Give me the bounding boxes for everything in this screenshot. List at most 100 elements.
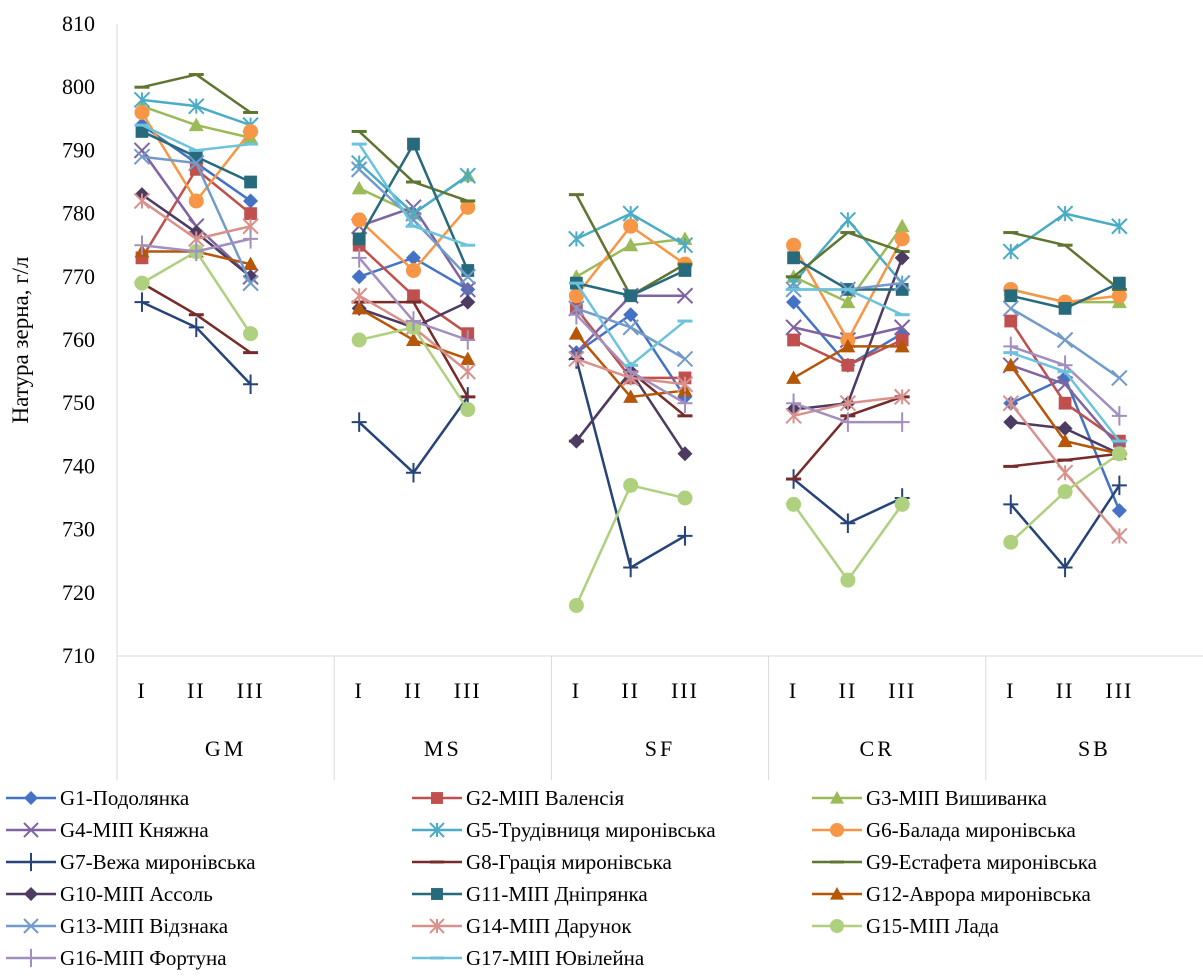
data-point <box>242 274 259 292</box>
data-point <box>622 205 639 222</box>
data-point <box>243 374 259 394</box>
y-axis-title: Натура зерна, г/л <box>8 256 33 423</box>
data-point <box>840 572 856 588</box>
data-point <box>134 292 150 312</box>
legend-item: G16-МІП Фортуна <box>4 942 227 974</box>
data-point <box>23 822 39 838</box>
data-point <box>894 338 910 353</box>
data-point <box>568 433 584 449</box>
y-tick-label: 740 <box>62 453 95 478</box>
series-line <box>575 294 685 354</box>
y-tick-label: 760 <box>62 327 95 352</box>
data-point <box>786 294 802 310</box>
x-tick-label: I <box>572 678 581 703</box>
data-point <box>841 358 855 372</box>
data-point <box>1058 302 1072 315</box>
data-point <box>894 496 910 512</box>
data-point <box>786 370 802 384</box>
data-point <box>830 887 844 900</box>
legend-swatch-icon <box>6 791 56 805</box>
series-9 <box>134 73 1127 298</box>
legend-item: G13-МІП Відзнака <box>4 910 228 942</box>
data-point <box>623 218 639 234</box>
data-point <box>243 123 259 139</box>
data-point <box>134 235 150 255</box>
data-point <box>895 283 909 296</box>
data-point <box>622 319 639 336</box>
data-point <box>676 236 694 254</box>
data-point <box>134 104 150 120</box>
data-point <box>1057 420 1073 436</box>
y-tick-label: 810 <box>62 11 95 36</box>
data-point <box>188 193 204 209</box>
data-point <box>1002 243 1019 260</box>
data-point <box>405 332 421 346</box>
data-point <box>23 918 39 934</box>
legend-swatch-icon <box>812 860 862 864</box>
data-point <box>24 791 38 805</box>
data-point <box>134 275 150 291</box>
legend-label: G17-МІП Ювілейна <box>466 945 645 970</box>
data-point <box>350 287 368 304</box>
legend-swatch-icon <box>812 823 862 837</box>
y-axis: 710 720 730 740 750 760 770 780 790 800 810 <box>62 11 118 780</box>
data-point <box>407 137 420 151</box>
data-point <box>840 338 856 353</box>
data-point <box>1111 446 1127 462</box>
data-point <box>1002 394 1019 412</box>
x-tick-label: III <box>1105 678 1133 703</box>
data-point <box>351 332 367 348</box>
x-tick-label: I <box>1006 678 1015 703</box>
data-point <box>459 281 476 298</box>
data-point <box>840 412 856 432</box>
data-point <box>1111 475 1127 496</box>
data-point <box>676 287 694 304</box>
data-point <box>787 333 800 347</box>
legend-swatch-icon <box>412 822 462 838</box>
data-point <box>677 490 693 506</box>
data-point <box>1002 300 1019 317</box>
series-line <box>358 396 469 475</box>
data-point <box>840 513 856 534</box>
legend-label: G11-МІП Дніпрянка <box>466 881 648 906</box>
data-point <box>1111 369 1128 387</box>
data-point <box>243 229 259 249</box>
data-point <box>460 199 476 215</box>
data-point <box>188 317 204 338</box>
data-point <box>429 918 445 934</box>
legend-label: G1-Подолянка <box>60 785 190 810</box>
legend-swatch-icon <box>812 919 862 933</box>
data-point <box>1057 433 1073 448</box>
data-point <box>24 948 38 968</box>
data-point <box>893 388 911 406</box>
legend-label: G14-МІП Дарунок <box>466 913 632 938</box>
data-point <box>1003 357 1019 372</box>
x-group-label: MS <box>424 736 462 761</box>
data-point <box>894 250 910 266</box>
legend-label: G2-МІП Валенсія <box>466 785 625 810</box>
data-point <box>786 496 802 512</box>
legend-swatch-icon <box>412 792 462 804</box>
data-point <box>351 180 367 195</box>
legend-swatch-icon <box>6 918 56 934</box>
data-point <box>405 262 421 278</box>
legend-item: G11-МІП Дніпрянка <box>410 878 648 910</box>
series-3 <box>134 98 1127 309</box>
data-point <box>1003 494 1019 515</box>
x-tick-label: III <box>888 678 916 703</box>
series-6 <box>134 104 1127 348</box>
x-tick-label: II <box>404 678 423 703</box>
legend-swatch-icon <box>412 888 462 900</box>
data-point <box>839 394 857 412</box>
legend-label: G4-МІП Княжна <box>60 817 209 842</box>
data-point <box>24 852 38 872</box>
data-point <box>677 446 693 462</box>
legend-item: G7-Вежа миронівська <box>4 846 256 878</box>
data-point <box>839 211 857 229</box>
data-point <box>460 351 476 365</box>
y-tick-label: 800 <box>62 74 95 99</box>
data-point <box>623 477 639 493</box>
data-point <box>188 117 204 132</box>
x-tick-label: III <box>671 678 699 703</box>
